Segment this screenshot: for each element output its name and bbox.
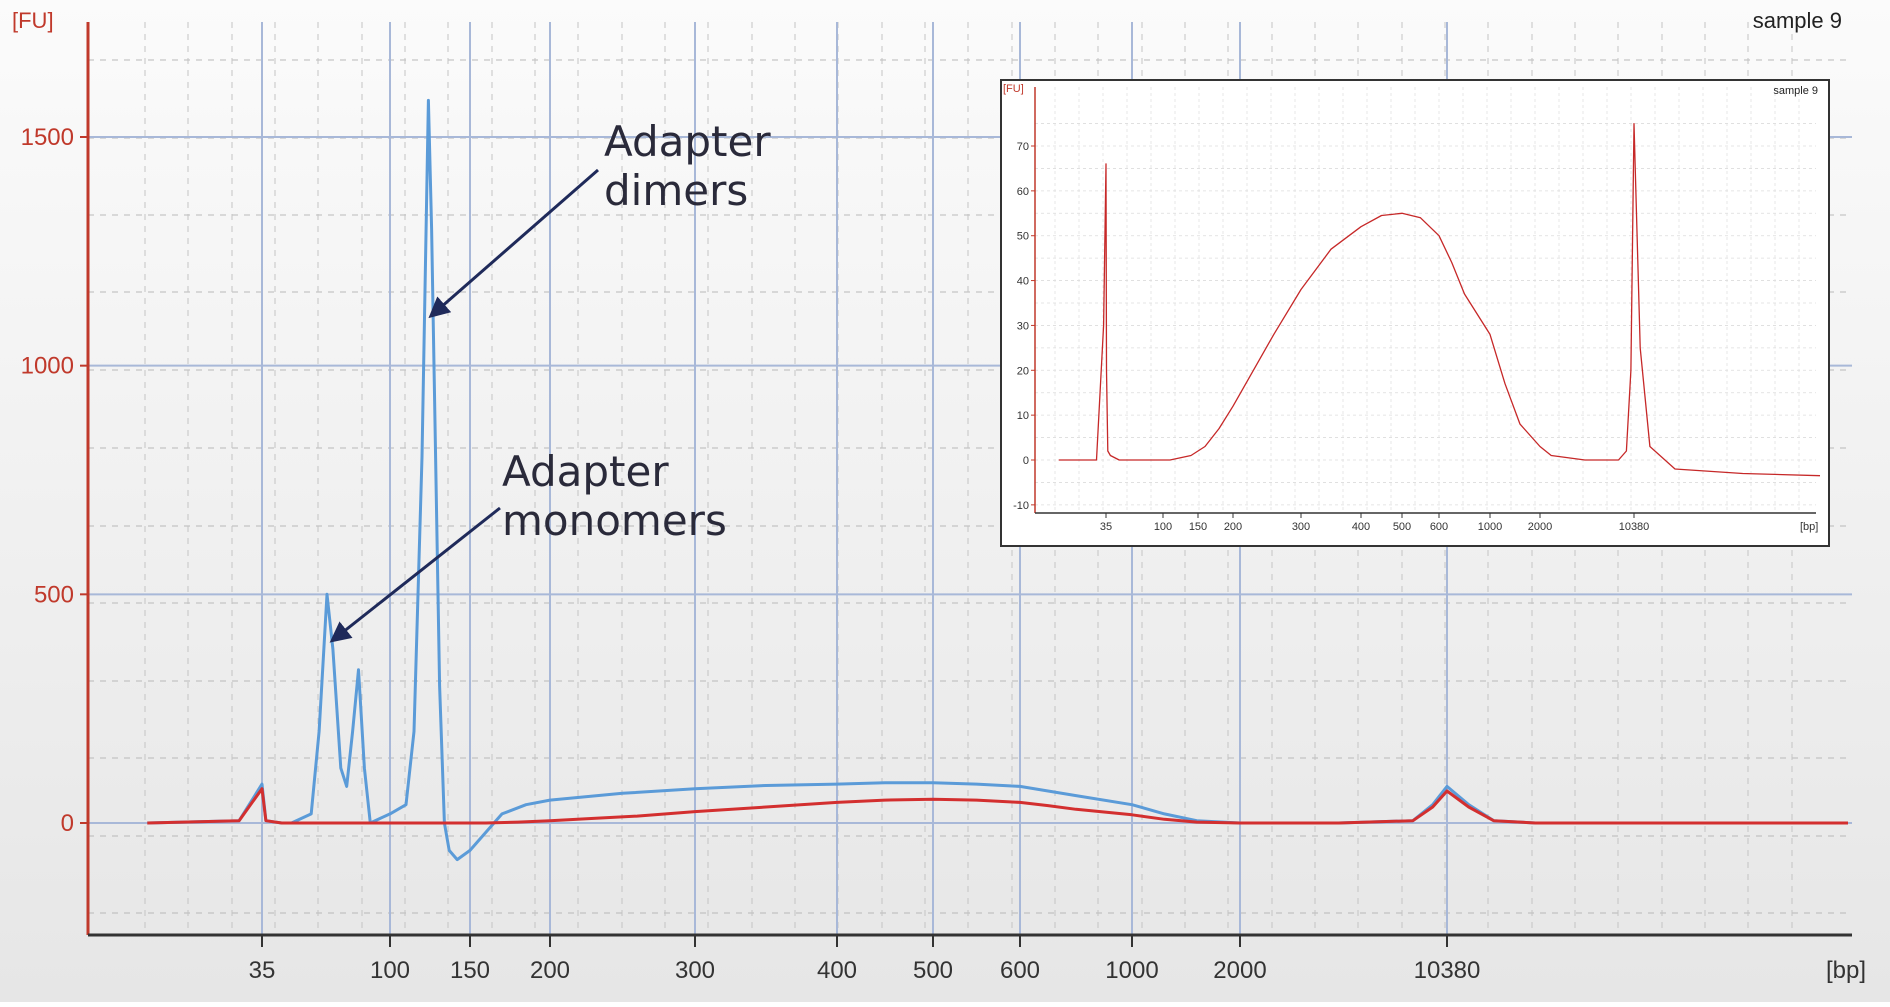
inset-x-axis-label: [bp] [1800, 521, 1818, 533]
annotation-arrow [329, 506, 501, 643]
x-tick-label: 100 [370, 957, 410, 984]
main-sample-label: sample 9 [1753, 8, 1842, 33]
annotation-label-line1: Adapter [502, 447, 669, 496]
x-tick-label: 500 [913, 957, 953, 984]
inset-y-tick-label: 60 [1017, 186, 1029, 198]
y-tick-label: 1500 [21, 124, 74, 151]
x-tick-label: 10380 [1414, 957, 1481, 984]
series-red-trace [147, 787, 1848, 825]
inset-frame [1000, 79, 1830, 547]
inset-x-tick-label: 150 [1189, 521, 1207, 533]
inset-ticks: -10 0 10 20 30 40 50 60 70 35 100 150 200 300 400 500 60… [1013, 141, 1649, 533]
inset-y-tick-label: 40 [1017, 276, 1029, 288]
inset-x-tick-label: 500 [1393, 521, 1411, 533]
inset-x-tick-label: 10380 [1619, 521, 1650, 533]
x-tick-label: 400 [817, 957, 857, 984]
main-y-axis-label: [FU] [12, 8, 54, 33]
x-tick-label: 1000 [1105, 957, 1158, 984]
inset-y-tick-label: 30 [1017, 320, 1029, 332]
inset-x-tick-label: 35 [1100, 521, 1112, 533]
main-axes [86, 22, 1852, 937]
inset-y-tick-label: 50 [1017, 231, 1029, 243]
inset-x-tick-label: 400 [1352, 521, 1370, 533]
inset-series-group [1058, 122, 1821, 477]
annotation-label-line1: Adapter [604, 117, 771, 166]
inset-x-tick-label: 100 [1154, 521, 1172, 533]
x-tick-label: 150 [450, 957, 490, 984]
main-x-axis-label: [bp] [1826, 957, 1866, 984]
inset-chart: -10 0 10 20 30 40 50 60 70 35 100 150 200 300 400 500 60… [1000, 79, 1830, 547]
inset-y-tick-label: 20 [1017, 365, 1029, 377]
inset-x-tick-label: 600 [1430, 521, 1448, 533]
inset-axes [1034, 87, 1816, 514]
inset-series-red-trace [1058, 122, 1821, 477]
inset-y-tick-label: 0 [1023, 455, 1029, 467]
x-tick-label: 35 [249, 957, 276, 984]
inset-y-tick-label: -10 [1013, 500, 1029, 512]
inset-y-tick-label: 70 [1017, 141, 1029, 153]
y-tick-label: 1000 [21, 353, 74, 380]
x-tick-label: 200 [530, 957, 570, 984]
inset-x-tick-label: 300 [1292, 521, 1310, 533]
y-tick-label: 500 [34, 581, 74, 608]
x-tick-label: 300 [675, 957, 715, 984]
annotation-label-line2: monomers [502, 496, 727, 545]
inset-x-tick-label: 2000 [1528, 521, 1552, 533]
y-tick-label: 0 [61, 810, 74, 837]
inset-y-tick-label: 10 [1017, 410, 1029, 422]
inset-y-axis-label: [FU] [1003, 83, 1024, 95]
inset-x-tick-label: 1000 [1478, 521, 1502, 533]
x-tick-label: 2000 [1213, 957, 1266, 984]
annotation-arrow [428, 168, 599, 319]
inset-x-tick-label: 200 [1224, 521, 1242, 533]
inset-sample-label: sample 9 [1773, 85, 1818, 97]
annotation-label-line2: dimers [604, 166, 748, 215]
inset-grid [1035, 87, 1816, 513]
main-series-group [147, 98, 1848, 862]
x-tick-label: 600 [1000, 957, 1040, 984]
